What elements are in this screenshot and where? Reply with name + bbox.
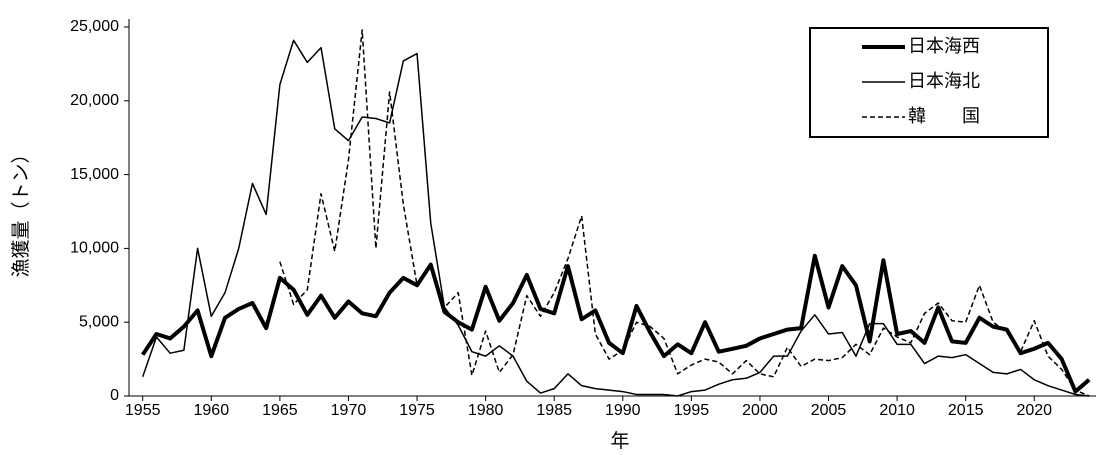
x-tick-label: 2000: [742, 402, 778, 419]
legend-box: [809, 27, 1049, 138]
series-line: [141, 253, 1091, 394]
x-tick-label: 1980: [468, 402, 504, 419]
series-line: [279, 29, 1090, 397]
y-tick-label: 15,000: [70, 166, 119, 183]
x-tick-label: 2020: [1016, 402, 1052, 419]
x-tick-label: 1985: [536, 402, 572, 419]
legend-label: 日本海北: [908, 71, 980, 91]
y-axis-label: 漁獲量（トン）: [10, 144, 32, 277]
x-tick-label: 1975: [399, 402, 435, 419]
x-tick-label: 2015: [948, 402, 984, 419]
x-tick-label: 2010: [879, 402, 915, 419]
y-tick-label: 10,000: [70, 240, 119, 257]
legend-label: 日本海西: [908, 36, 980, 56]
y-tick-label: 25,000: [70, 18, 119, 35]
x-tick-label: 1990: [605, 402, 641, 419]
legend-label: 韓 国: [908, 106, 980, 126]
y-tick-label: 20,000: [70, 92, 119, 109]
y-tick-label: 5,000: [79, 313, 119, 330]
series-line: [142, 39, 1090, 397]
x-tick-label: 1960: [194, 402, 230, 419]
x-tick-label: 1965: [262, 402, 298, 419]
x-tick-label: 1995: [674, 402, 710, 419]
x-axis-label: 年: [610, 430, 629, 452]
x-tick-label: 1970: [331, 402, 367, 419]
x-tick-label: 1955: [125, 402, 161, 419]
x-tick-label: 2005: [811, 402, 847, 419]
y-tick-label: 0: [110, 387, 119, 404]
